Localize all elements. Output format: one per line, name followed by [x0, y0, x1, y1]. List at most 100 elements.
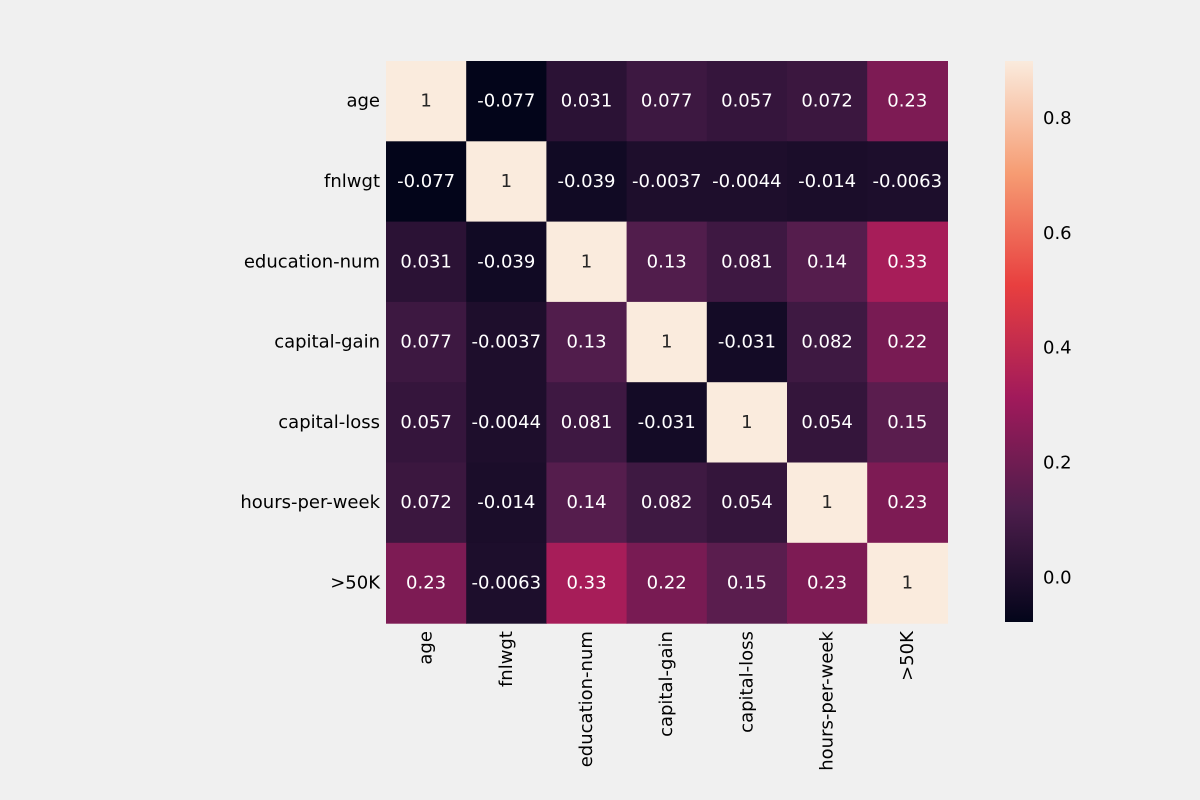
cell-value-label: 1 [741, 412, 752, 433]
x-tick-label-fnlwgt: fnlwgt [496, 631, 517, 687]
heatmap-cell-hours-per-week-capital-gain [626, 462, 708, 544]
heatmap-cell-fnlwgt-fnlwgt [466, 141, 547, 223]
cell-value-label: 0.23 [887, 492, 927, 513]
heatmap-cell-hours-per-week-fnlwgt [466, 462, 547, 544]
cell-value-label: 0.054 [801, 412, 853, 433]
heatmap-cell-age-education-num [546, 61, 628, 142]
cell-value-label: -0.039 [477, 251, 535, 272]
heatmap-cell-capital-gain-age [386, 301, 467, 383]
heatmap-cell-capital-gain-capital-gain [626, 301, 708, 383]
heatmap-cell-gt50k-education-num [546, 542, 628, 624]
heatmap-cell-education-num-education-num [546, 221, 628, 303]
cell-value-label: 0.077 [641, 91, 693, 112]
cell-value-label: 1 [501, 171, 512, 192]
cell-value-label: 0.23 [887, 91, 927, 112]
cell-value-label: 0.33 [566, 572, 606, 593]
cell-value-label: 0.14 [566, 492, 606, 513]
cell-value-label: -0.031 [638, 412, 696, 433]
heatmap-cell-capital-loss-capital-gain [626, 382, 708, 464]
heatmap-cells [386, 61, 948, 624]
heatmap-cell-capital-gain-fnlwgt [466, 301, 547, 383]
heatmap-cell-fnlwgt-capital-gain [626, 141, 708, 223]
cell-value-label: 0.057 [400, 412, 452, 433]
x-tick-label-gt50k: >50K [897, 630, 918, 681]
cell-value-label: 0.072 [400, 492, 452, 513]
heatmap-cell-education-num-capital-gain [626, 221, 708, 303]
heatmap-cell-age-hours-per-week [787, 61, 868, 142]
heatmap-cell-education-num-hours-per-week [787, 221, 868, 303]
heatmap-cell-hours-per-week-capital-loss [706, 462, 788, 544]
heatmap-cell-age-capital-gain [626, 61, 708, 142]
heatmap-cell-capital-gain-hours-per-week [787, 301, 868, 383]
x-tick-label-capital-loss: capital-loss [736, 631, 757, 733]
heatmap-cell-fnlwgt-gt50k [867, 141, 948, 223]
cell-value-label: 1 [581, 251, 592, 272]
x-tick-label-capital-gain: capital-gain [656, 631, 677, 737]
cell-value-label: -0.014 [477, 492, 535, 513]
heatmap-cell-gt50k-capital-gain [626, 542, 708, 624]
heatmap-cell-age-age [386, 61, 467, 142]
y-tick-label-capital-gain: capital-gain [274, 332, 380, 353]
y-tick-label-capital-loss: capital-loss [278, 412, 380, 433]
cell-value-label: 0.031 [561, 91, 613, 112]
heatmap-cell-gt50k-capital-loss [706, 542, 788, 624]
cell-value-label: -0.0037 [472, 332, 541, 353]
heatmap-cell-capital-loss-age [386, 382, 467, 464]
heatmap-cell-fnlwgt-hours-per-week [787, 141, 868, 223]
heatmap-cell-hours-per-week-age [386, 462, 467, 544]
cell-value-label: 0.072 [801, 91, 853, 112]
cell-value-label: 0.077 [400, 332, 452, 353]
colorbar-tick-label: 0.2 [1043, 452, 1072, 473]
x-tick-label-hours-per-week: hours-per-week [817, 631, 838, 771]
colorbar-gradient [1005, 61, 1033, 622]
cell-value-label: -0.077 [477, 91, 535, 112]
cell-value-label: 1 [420, 91, 431, 112]
heatmap-cell-capital-gain-capital-loss [706, 301, 788, 383]
heatmap-cell-hours-per-week-education-num [546, 462, 628, 544]
cell-value-label: 0.13 [566, 332, 606, 353]
heatmap-cell-hours-per-week-hours-per-week [787, 462, 868, 544]
colorbar-tick-label: 0.8 [1043, 108, 1072, 129]
cell-value-label: 0.081 [561, 412, 613, 433]
cell-value-label: -0.077 [397, 171, 455, 192]
colorbar-tick-label: 0.6 [1043, 223, 1072, 244]
cell-value-label: -0.031 [718, 332, 776, 353]
cell-value-label: 0.081 [721, 251, 773, 272]
heatmap-cell-capital-loss-gt50k [867, 382, 948, 464]
cell-value-label: 1 [821, 492, 832, 513]
cell-value-label: 0.33 [887, 251, 927, 272]
cell-value-label: 0.22 [647, 572, 687, 593]
heatmap-cell-capital-gain-education-num [546, 301, 628, 383]
cell-value-label: 0.15 [887, 412, 927, 433]
cell-value-label: 0.14 [807, 251, 847, 272]
heatmap-cell-age-gt50k [867, 61, 948, 142]
heatmap-cell-gt50k-hours-per-week [787, 542, 868, 624]
y-tick-label-fnlwgt: fnlwgt [324, 171, 380, 192]
heatmap-cell-education-num-age [386, 221, 467, 303]
cell-value-label: 0.13 [647, 251, 687, 272]
heatmap-cell-hours-per-week-gt50k [867, 462, 948, 544]
cell-value-label: 0.22 [887, 332, 927, 353]
cell-value-label: -0.0063 [472, 572, 541, 593]
cell-value-label: -0.0044 [712, 171, 781, 192]
heatmap-cell-capital-loss-fnlwgt [466, 382, 547, 464]
cell-value-label: 0.054 [721, 492, 773, 513]
x-tick-label-education-num: education-num [576, 631, 597, 767]
x-tick-label-age: age [416, 631, 437, 665]
heatmap-cell-education-num-capital-loss [706, 221, 788, 303]
heatmap-cell-education-num-gt50k [867, 221, 948, 303]
cell-value-label: 0.23 [807, 572, 847, 593]
heatmap-cell-gt50k-fnlwgt [466, 542, 547, 624]
heatmap-cell-capital-loss-hours-per-week [787, 382, 868, 464]
cell-value-label: -0.014 [798, 171, 856, 192]
cell-value-label: 1 [661, 332, 672, 353]
cell-value-label: 0.23 [406, 572, 446, 593]
y-tick-label-gt50k: >50K [330, 572, 381, 593]
colorbar-tick-labels: 0.0 0.2 0.4 0.6 0.8 [1043, 108, 1072, 588]
heatmap-cell-fnlwgt-capital-loss [706, 141, 788, 223]
cell-value-label: -0.0037 [632, 171, 701, 192]
heatmap-cell-capital-gain-gt50k [867, 301, 948, 383]
heatmap-cell-education-num-fnlwgt [466, 221, 547, 303]
heatmap-cell-age-capital-loss [706, 61, 788, 142]
